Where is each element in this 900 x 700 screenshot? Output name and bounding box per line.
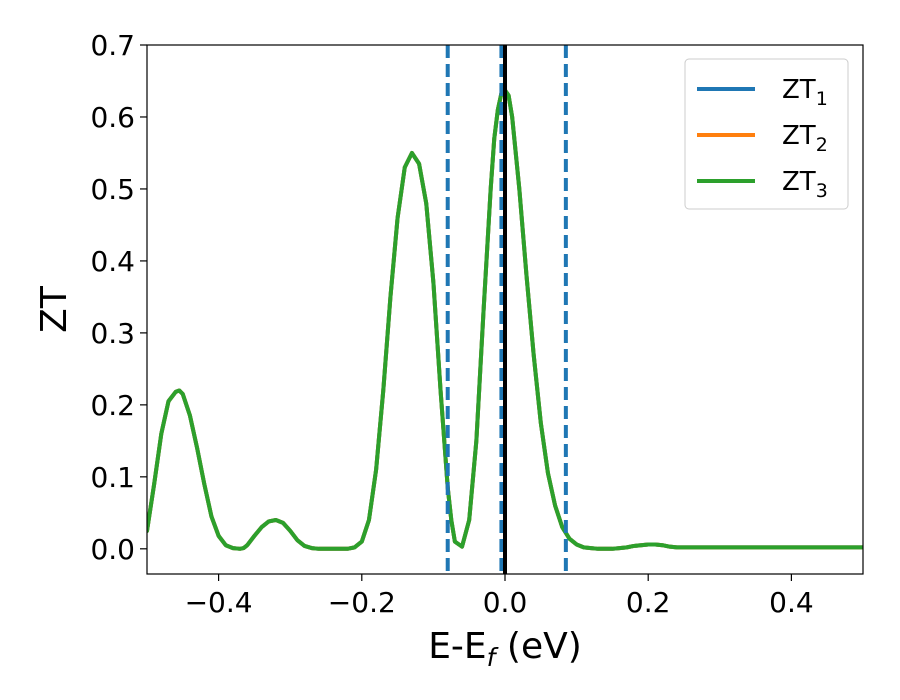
legend-box — [684, 58, 849, 210]
y-tick-label: 0.1 — [90, 461, 135, 494]
y-axis-title: ZT — [34, 285, 75, 333]
y-tick-label: 0.4 — [90, 245, 135, 278]
series-line-zt3 — [147, 88, 863, 551]
x-tick-label: 0.2 — [626, 586, 671, 619]
vertical-lines — [445, 45, 568, 574]
legend-label-zt1: ZT1 — [782, 75, 828, 110]
x-tick-label: −0.2 — [328, 586, 396, 619]
legend: ZT1 ZT2 ZT3 — [684, 58, 849, 210]
y-tick-label: 0.5 — [90, 173, 135, 206]
x-tick-label: −0.4 — [185, 586, 253, 619]
legend-label-zt3: ZT3 — [782, 167, 828, 202]
x-axis-title: E-Ef (eV) — [428, 626, 582, 672]
y-tick-label: 0.0 — [90, 533, 135, 566]
y-tick-label: 0.7 — [90, 29, 135, 62]
series-layer — [147, 88, 863, 551]
x-tick-label: 0.0 — [483, 586, 528, 619]
legend-label-zt2: ZT2 — [782, 121, 828, 156]
y-tick-label: 0.2 — [90, 389, 135, 422]
y-tick-label: 0.6 — [90, 101, 135, 134]
x-tick-label: 0.4 — [769, 586, 814, 619]
y-tick-label: 0.3 — [90, 317, 135, 350]
x-axis-ticks: −0.4 −0.2 0.0 0.2 0.4 — [185, 574, 814, 619]
y-axis-ticks: 0.0 0.1 0.2 0.3 0.4 0.5 0.6 0.7 — [90, 29, 147, 566]
